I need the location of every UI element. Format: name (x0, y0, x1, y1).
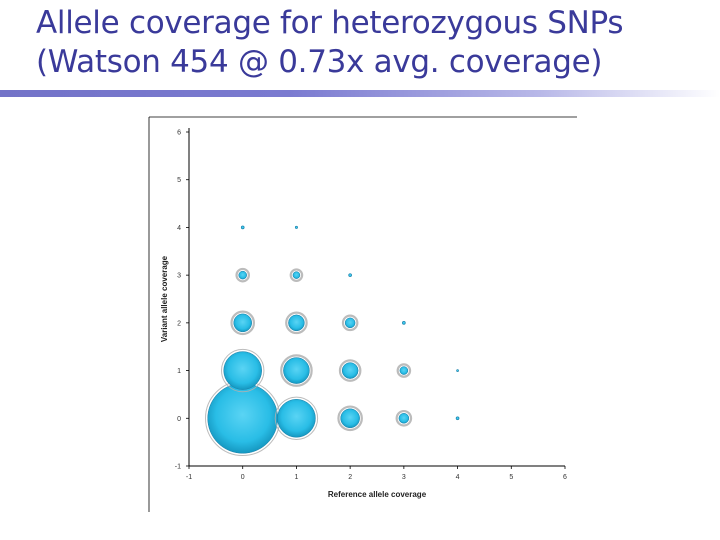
bubble-point (230, 310, 256, 336)
bubble-point (274, 396, 319, 440)
axes-group: -1 0 1 2 3 4 5 6 -1 0 1 2 3 4 5 6 (175, 128, 567, 481)
bubble-ring (274, 396, 319, 440)
y-tick-label: 4 (177, 225, 181, 232)
x-tick-label: 0 (241, 474, 245, 481)
bubble-ring (221, 348, 265, 393)
bubble-circle (455, 416, 460, 421)
bubble-point (348, 273, 352, 277)
bubble-point (338, 359, 362, 382)
x-tick-label: 1 (294, 474, 298, 481)
bubble-point (235, 267, 251, 283)
y-tick-label: 3 (177, 273, 181, 280)
y-tick-label: 1 (177, 368, 181, 375)
bubble-circle (238, 270, 247, 280)
bubbles-group (205, 225, 460, 456)
bubble-ring (337, 405, 363, 432)
x-tick-label: -1 (186, 474, 192, 481)
bubble-point (294, 225, 298, 229)
bubble-circle (223, 351, 262, 390)
bubble-ring (289, 268, 304, 282)
bubble-circle (398, 413, 410, 424)
bubble-point (341, 314, 359, 332)
bubble-circle (341, 362, 359, 379)
x-axis-title: Reference allele coverage (328, 490, 427, 499)
bubble-ring (280, 354, 313, 387)
y-axis-title: Variant allele coverage (160, 255, 169, 342)
y-tick-label: 6 (177, 130, 181, 137)
bubble-ring (230, 310, 256, 336)
y-tick-label: -1 (175, 464, 181, 471)
bubble-ring (341, 314, 359, 332)
bubble-circle (399, 366, 409, 375)
bubble-chart: -1 0 1 2 3 4 5 6 -1 0 1 2 3 4 5 6 Reference allele cove… (145, 114, 585, 514)
x-tick-label: 4 (456, 474, 460, 481)
slide-title-line-2: (Watson 454 @ 0.73x avg. coverage) (36, 44, 603, 80)
bubble-circle (294, 225, 298, 229)
slide-title-line-1: Allele coverage for heterozygous SNPs (36, 5, 624, 41)
x-tick-label: 6 (563, 474, 567, 481)
bubble-point (289, 268, 304, 282)
bubble-circle (288, 314, 305, 332)
bubble-point (240, 225, 245, 230)
y-tick-label: 5 (177, 177, 181, 184)
bubble-chart-svg: -1 0 1 2 3 4 5 6 -1 0 1 2 3 4 5 6 Reference allele cove… (148, 116, 577, 512)
bubble-point (285, 311, 308, 335)
bubble-ring (338, 359, 362, 382)
title-underline-rule (0, 90, 720, 97)
x-tick-label: 2 (348, 474, 352, 481)
y-tick-label: 0 (177, 416, 181, 423)
bubble-circle (233, 313, 252, 333)
bubble-point (221, 348, 265, 393)
bubble-circle (340, 408, 360, 429)
x-tick-label: 5 (509, 474, 513, 481)
bubble-circle (240, 225, 245, 230)
bubble-circle (292, 271, 301, 279)
bubble-point (280, 354, 313, 387)
bubble-circle (207, 383, 278, 454)
bubble-circle (456, 369, 459, 372)
bubble-circle (344, 317, 356, 329)
bubble-point (402, 321, 406, 325)
bubble-circle (283, 357, 310, 384)
bubble-ring (285, 311, 308, 335)
bubble-point (396, 363, 412, 378)
bubble-circle (277, 399, 316, 438)
bubble-circle (348, 273, 352, 277)
bubble-ring (395, 409, 413, 427)
bubble-ring (396, 363, 412, 378)
bubble-ring (235, 267, 251, 283)
bubble-point (337, 405, 363, 432)
bubble-circle (402, 321, 406, 325)
bubble-point (395, 409, 413, 427)
slide-title: Allele coverage for heterozygous SNPs (W… (36, 4, 706, 82)
bubble-point (456, 369, 459, 372)
x-tick-label: 3 (402, 474, 406, 481)
bubble-point (455, 416, 460, 421)
y-tick-label: 2 (177, 320, 181, 327)
